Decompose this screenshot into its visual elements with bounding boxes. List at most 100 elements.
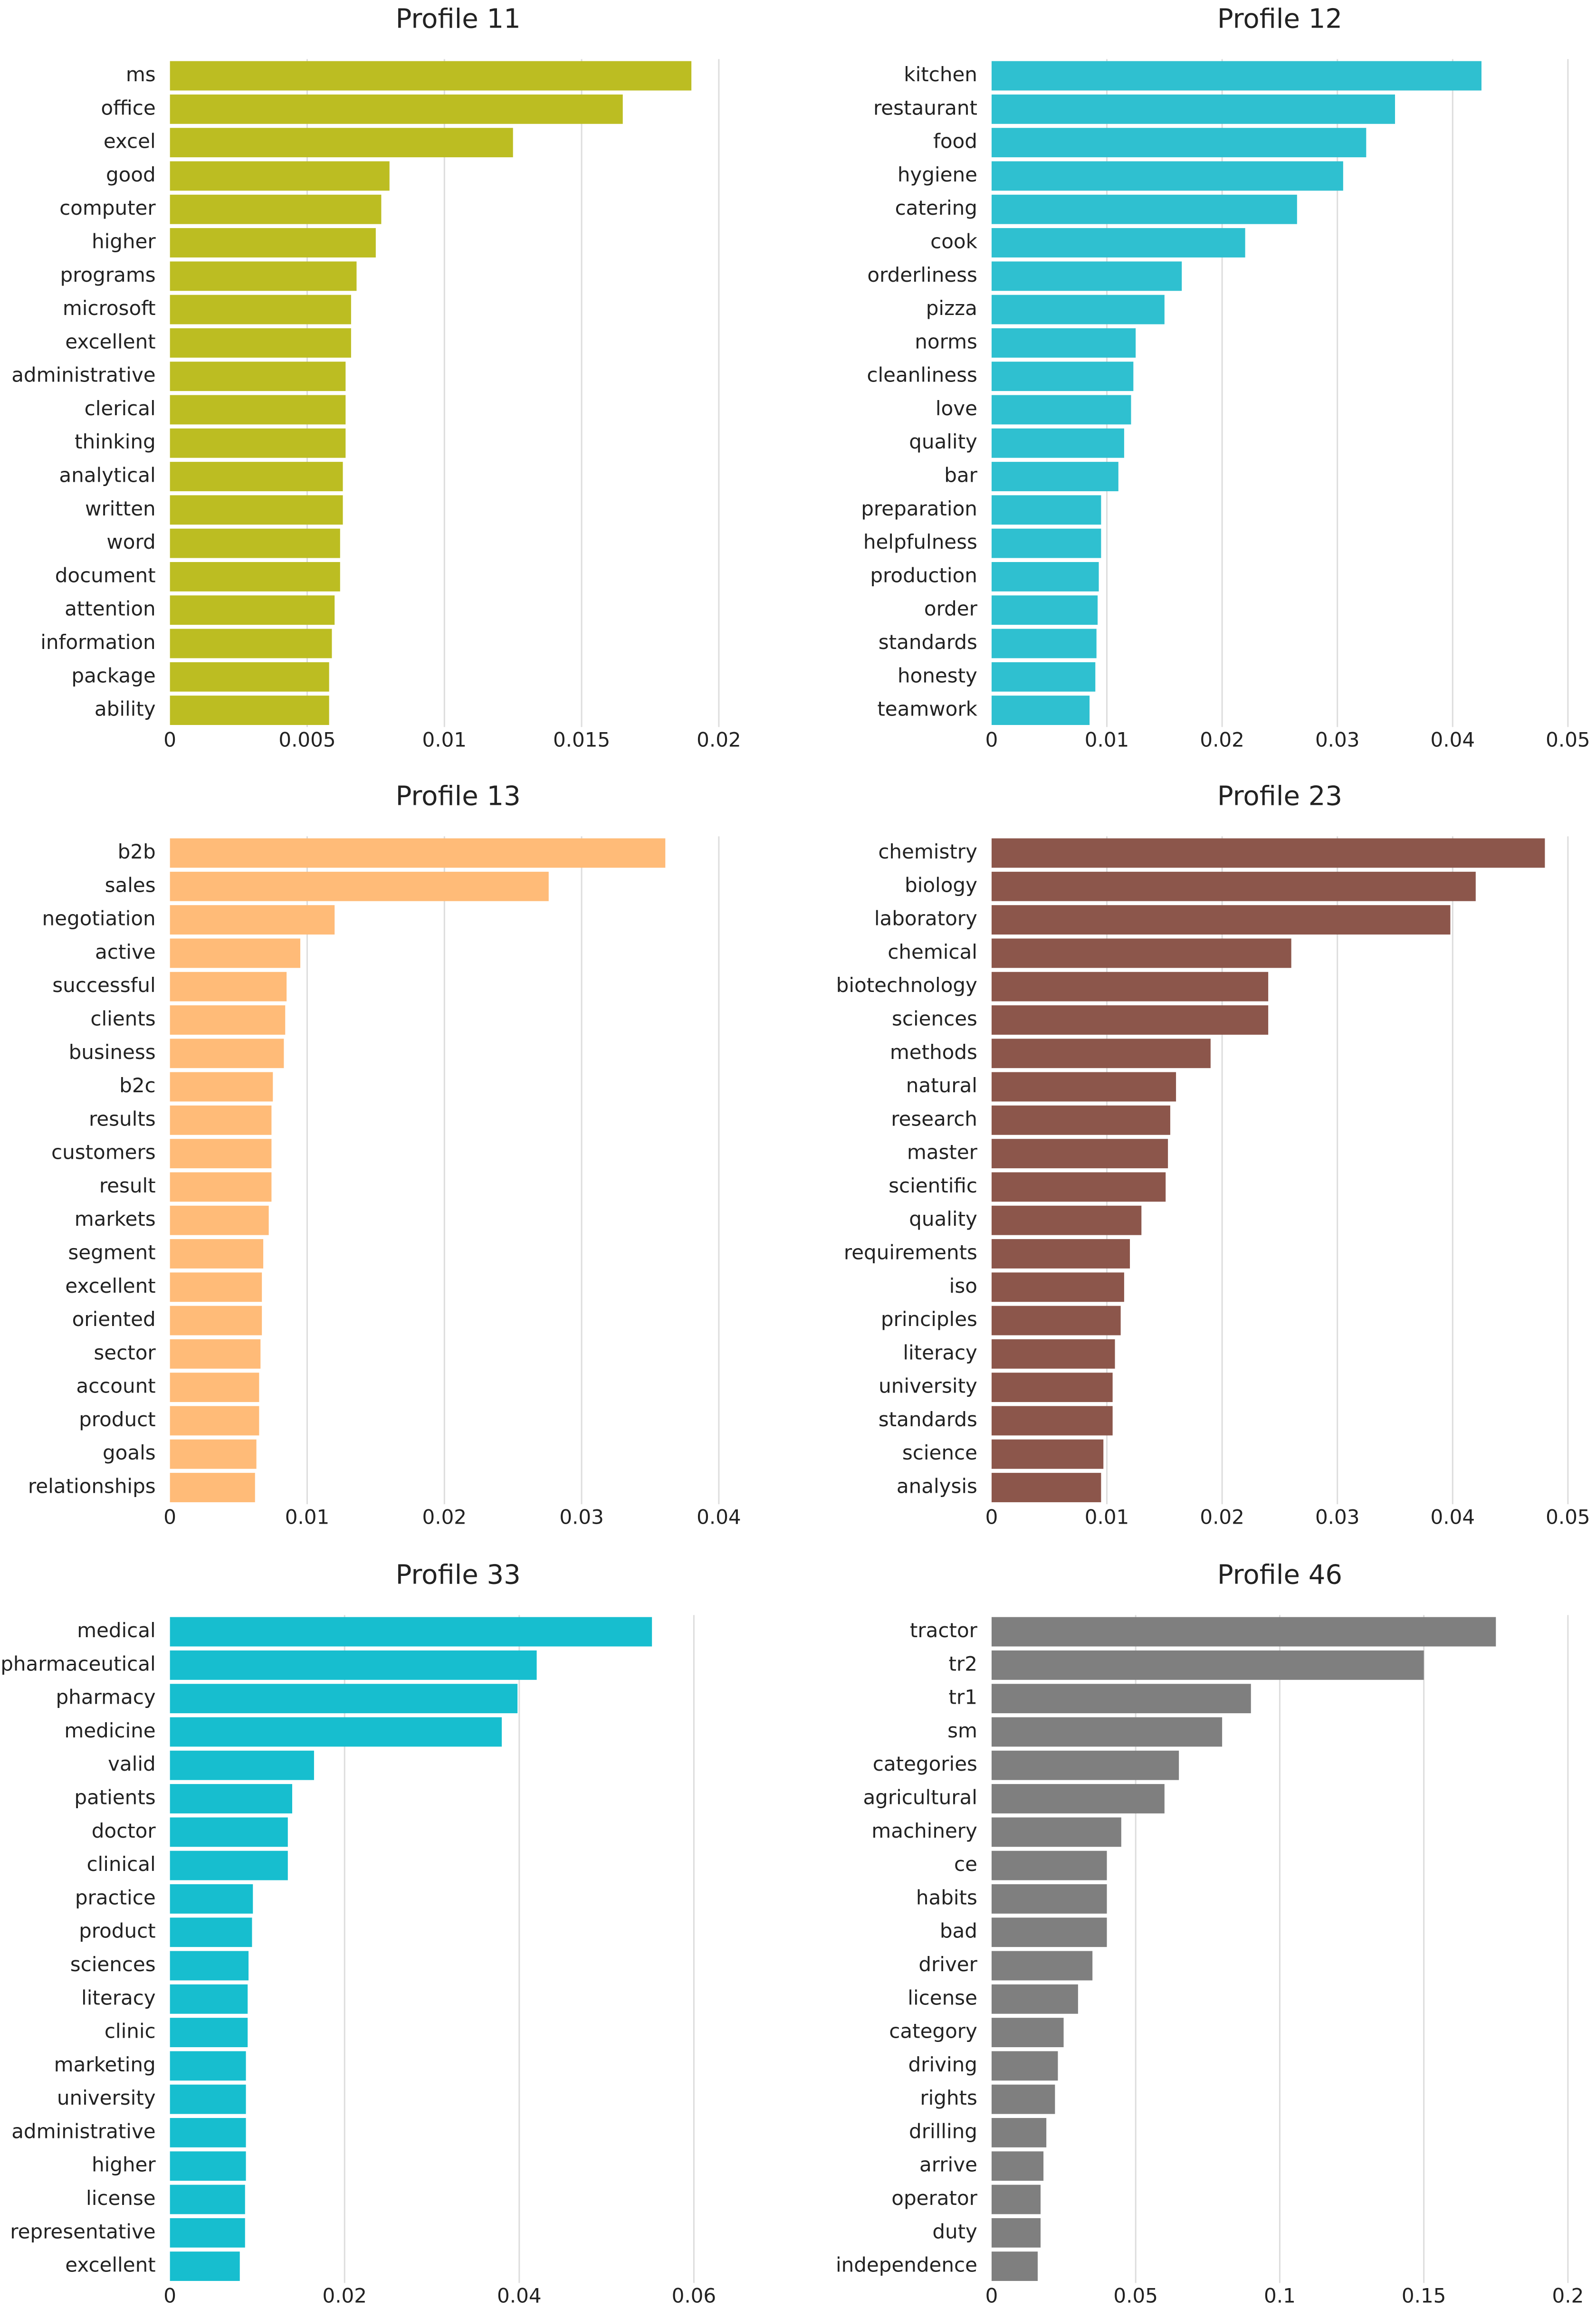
category-label: results	[89, 1107, 156, 1130]
bar-methods	[991, 1039, 1211, 1068]
category-label: pharmacy	[56, 1686, 156, 1709]
x-tick-label: 0.2	[1552, 2284, 1584, 2308]
chart-title: Profile 13	[396, 781, 521, 812]
category-label: valid	[108, 1752, 156, 1775]
x-tick-label: 0	[985, 1505, 998, 1528]
category-label: orderliness	[867, 263, 977, 286]
bar-agricultural	[991, 1784, 1165, 1813]
category-label: biology	[905, 873, 977, 897]
x-tick-label: 0.04	[697, 1505, 741, 1528]
category-label: preparation	[861, 497, 977, 520]
chart-title: Profile 12	[1217, 4, 1342, 35]
category-label: clinic	[105, 2020, 156, 2043]
bar-office	[170, 94, 623, 124]
category-label: b2c	[119, 1074, 155, 1097]
x-tick-label: 0	[985, 728, 998, 751]
category-label: sector	[94, 1341, 156, 1364]
category-label: arrive	[919, 2153, 977, 2176]
bar-excellent	[170, 328, 351, 358]
category-label: relationships	[28, 1475, 156, 1498]
category-label: driving	[908, 2053, 977, 2076]
x-tick-label: 0.03	[1315, 728, 1360, 751]
category-label: negotiation	[42, 907, 156, 930]
category-label: university	[879, 1374, 977, 1398]
chart-panel-profile-23: Profile 23 chemistry biology laboratory chem…	[836, 781, 1590, 1529]
bar-b2c	[170, 1072, 273, 1102]
bar-representative	[170, 2218, 245, 2248]
bar-master	[991, 1139, 1168, 1169]
bar-habits	[991, 1884, 1107, 1914]
category-label: categories	[873, 1752, 977, 1775]
chart-title: Profile 23	[1217, 781, 1342, 812]
bar-food	[991, 128, 1367, 158]
category-label: excellent	[65, 2253, 155, 2277]
category-label: rights	[920, 2086, 977, 2109]
bar-doctor	[170, 1817, 288, 1847]
category-label: higher	[92, 2153, 156, 2176]
bar-ms	[170, 61, 692, 91]
bar-clients	[170, 1005, 286, 1035]
category-label: clerical	[85, 397, 156, 420]
bar-chemistry	[991, 838, 1545, 868]
category-label: business	[69, 1040, 156, 1064]
bar-pizza	[991, 295, 1165, 324]
bar-production	[991, 562, 1099, 591]
category-label: medicine	[64, 1719, 155, 1742]
category-label: ms	[126, 63, 156, 86]
bar-b2b	[170, 838, 666, 868]
bar-rights	[991, 2084, 1055, 2114]
bar-standards	[991, 1406, 1113, 1436]
bar-preparation	[991, 495, 1101, 525]
chart-panel-profile-46: Profile 46 tractor tr2 tr1 sm categories agric…	[836, 1560, 1584, 2308]
bar-biology	[991, 871, 1476, 901]
bar-arrive	[991, 2151, 1044, 2181]
category-label: microsoft	[63, 296, 156, 320]
category-label: requirements	[844, 1240, 977, 1264]
bar-patients	[170, 1784, 292, 1813]
bar-excel	[170, 128, 513, 158]
bar-marketing	[170, 2051, 246, 2081]
category-label: pizza	[926, 296, 977, 320]
x-tick-label: 0.01	[285, 1505, 330, 1528]
category-label: analytical	[59, 464, 155, 487]
bar-clinic	[170, 2018, 248, 2047]
bar-tr2	[991, 1650, 1424, 1680]
bar-higher	[170, 228, 376, 258]
category-label: license	[908, 1986, 977, 2009]
category-label: ce	[954, 1852, 977, 1876]
bar-medicine	[170, 1717, 502, 1747]
bar-natural	[991, 1072, 1176, 1102]
category-label: higher	[92, 230, 156, 253]
category-label: standards	[879, 630, 977, 654]
bar-cleanliness	[991, 362, 1134, 391]
category-label: quality	[909, 430, 977, 453]
bar-analytical	[170, 462, 343, 491]
chart-title: Profile 33	[396, 1560, 521, 1591]
bar-chemical	[991, 938, 1291, 968]
chart-panel-profile-33: Profile 33 medical pharmaceutical pharmacy m…	[0, 1560, 716, 2308]
category-label: tractor	[910, 1619, 978, 1642]
bar-successful	[170, 972, 287, 1002]
category-label: category	[889, 2020, 977, 2043]
x-tick-label: 0.06	[672, 2284, 717, 2308]
bar-practice	[170, 1884, 253, 1914]
bar-analysis	[991, 1473, 1101, 1502]
category-label: patients	[74, 1786, 155, 1809]
bar-order	[991, 595, 1098, 625]
bar-university	[170, 2084, 246, 2114]
category-label: attention	[65, 597, 156, 620]
category-label: product	[79, 1408, 156, 1431]
bar-tr1	[991, 1684, 1251, 1714]
category-label: honesty	[898, 664, 977, 687]
bar-orderliness	[991, 261, 1182, 291]
x-tick-label: 0.02	[1200, 728, 1244, 751]
bar-active	[170, 938, 301, 968]
bar-excellent	[170, 1272, 262, 1302]
bar-bad	[991, 1917, 1107, 1947]
category-label: drilling	[909, 2119, 977, 2143]
bar-clinical	[170, 1851, 288, 1880]
category-label: cleanliness	[867, 363, 977, 387]
bar-administrative	[170, 362, 346, 391]
category-label: biotechnology	[836, 973, 977, 997]
